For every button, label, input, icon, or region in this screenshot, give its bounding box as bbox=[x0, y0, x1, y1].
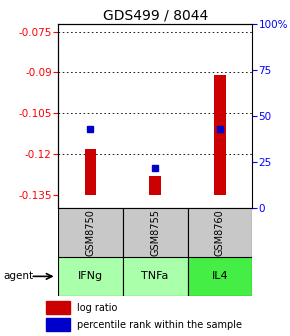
Text: GSM8750: GSM8750 bbox=[85, 209, 95, 256]
Text: log ratio: log ratio bbox=[77, 303, 118, 313]
Bar bbox=[58, 208, 123, 257]
Bar bbox=[188, 208, 252, 257]
Text: agent: agent bbox=[3, 271, 33, 281]
Bar bbox=[58, 257, 123, 296]
Bar bbox=[46, 301, 70, 314]
Text: GSM8755: GSM8755 bbox=[150, 209, 160, 256]
Title: GDS499 / 8044: GDS499 / 8044 bbox=[103, 8, 208, 23]
Bar bbox=[214, 75, 226, 195]
Text: IFNg: IFNg bbox=[78, 271, 103, 281]
Text: TNFa: TNFa bbox=[142, 271, 169, 281]
Text: GSM8760: GSM8760 bbox=[215, 209, 225, 256]
Bar bbox=[123, 257, 188, 296]
Bar bbox=[188, 257, 252, 296]
Bar bbox=[85, 149, 96, 195]
Bar bbox=[46, 318, 70, 331]
Bar bbox=[149, 176, 161, 195]
Text: percentile rank within the sample: percentile rank within the sample bbox=[77, 320, 242, 330]
Bar bbox=[123, 208, 188, 257]
Text: IL4: IL4 bbox=[212, 271, 228, 281]
